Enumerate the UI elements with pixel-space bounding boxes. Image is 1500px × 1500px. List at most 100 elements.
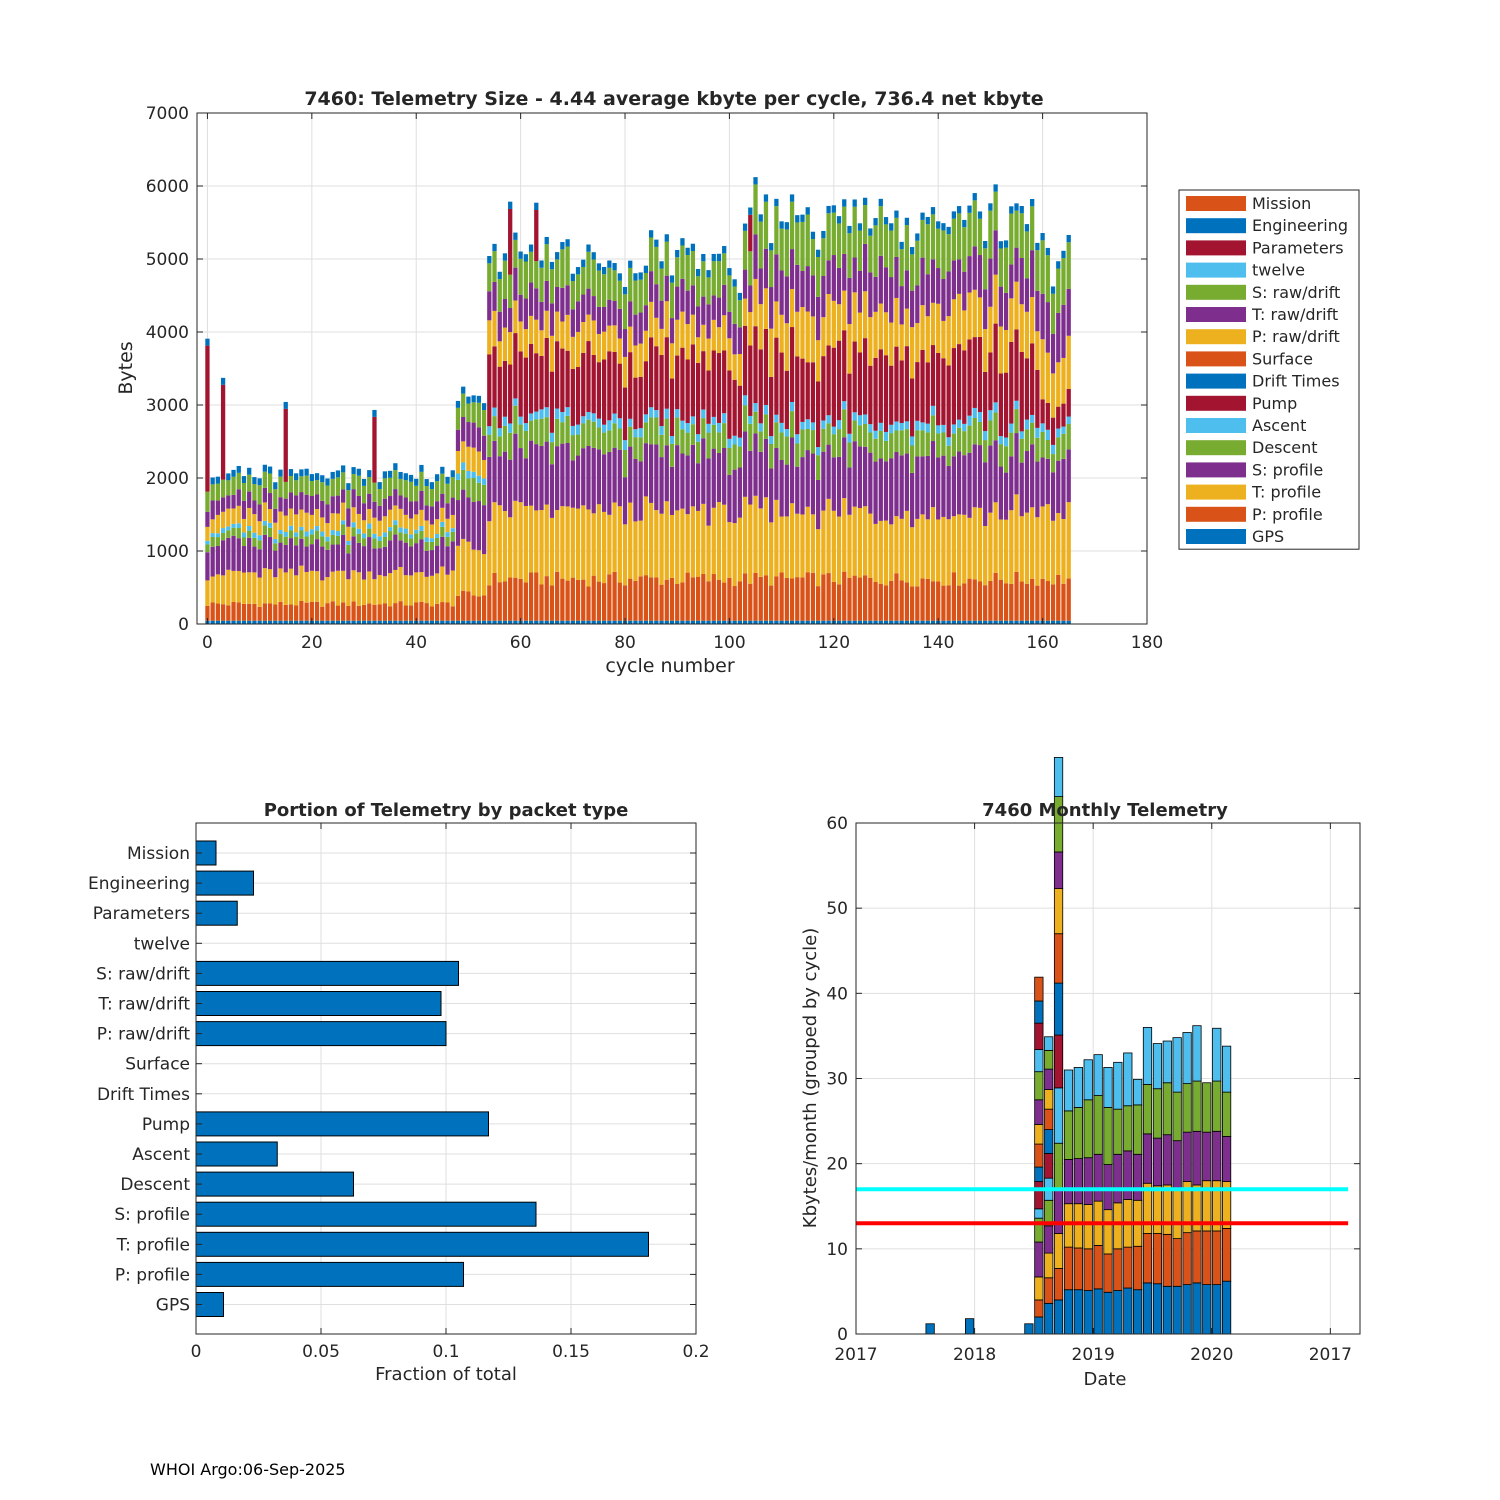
top-bar-segment (925, 274, 930, 317)
top-bar-segment (941, 320, 946, 359)
top-bar-segment (205, 580, 210, 606)
top-bar-segment (205, 544, 210, 553)
top-bar-segment (1035, 369, 1040, 428)
top-bar-segment (393, 520, 398, 526)
top-bar-segment (1024, 451, 1030, 513)
top-bar-segment (659, 426, 664, 435)
monthly-bar-segment (1221, 1227, 1232, 1282)
top-bar-segment (596, 362, 602, 419)
top-bar-segment (873, 357, 878, 431)
top-bar-segment (659, 261, 664, 269)
portion-chart-title: Portion of Telemetry by packet type (264, 800, 629, 821)
top-bar-segment (732, 279, 737, 287)
top-bar-segment (789, 578, 795, 621)
top-bar-segment (591, 354, 596, 414)
top-bar-segment (862, 575, 868, 621)
top-bar-segment (727, 311, 732, 339)
top-bar-segment (492, 310, 497, 347)
top-bar-segment (497, 311, 502, 342)
top-bar-segment (711, 319, 716, 351)
top-bar-segment (377, 548, 382, 576)
top-bar-segment (727, 370, 732, 439)
top-bar-segment (716, 327, 722, 354)
monthly-bar-segment (1093, 1245, 1103, 1290)
top-bar-segment (643, 414, 649, 423)
top-bar-segment (821, 574, 826, 621)
top-bar-segment (367, 620, 372, 624)
top-bar-segment (904, 308, 910, 347)
top-bar-segment (523, 329, 528, 358)
monthly-bar-segment (1103, 1253, 1113, 1293)
top-bar-segment (977, 445, 983, 508)
top-bar-segment (883, 431, 889, 441)
legend-label: Surface (1252, 349, 1313, 368)
top-bar-segment (988, 210, 993, 259)
top-bar-segment (607, 260, 612, 268)
top-bar-segment (205, 511, 210, 527)
top-bar-segment (904, 217, 910, 226)
top-bar-segment (878, 520, 883, 584)
top-bar-segment (659, 457, 664, 514)
top-bar-segment (1040, 240, 1045, 294)
top-bar-segment (356, 572, 361, 606)
top-bar-segment (998, 241, 1003, 249)
top-bar-segment (424, 620, 429, 624)
top-bar-segment (967, 292, 972, 340)
top-bar-segment (936, 457, 941, 520)
top-y-tick-label: 3000 (146, 396, 189, 416)
top-bar-segment (434, 620, 440, 624)
top-bar-segment (299, 620, 304, 624)
monthly-bar-segment (1162, 1082, 1172, 1136)
top-bar-segment (549, 585, 555, 621)
top-bar-segment (320, 517, 325, 532)
top-bar-segment (967, 339, 972, 416)
monthly-bar-segment (1024, 1323, 1034, 1335)
top-bar-segment (1003, 330, 1009, 373)
top-bar-segment (685, 324, 690, 360)
top-bar-segment (341, 620, 346, 624)
top-bar-segment (288, 469, 294, 476)
top-bar-segment (868, 432, 873, 453)
top-bar-segment (977, 581, 983, 621)
top-bar-segment (669, 343, 675, 379)
top-bar-segment (993, 184, 998, 192)
top-bar-segment (346, 508, 351, 527)
top-bar-segment (497, 436, 502, 457)
top-bar-segment (419, 539, 424, 573)
top-bar-segment (659, 434, 664, 458)
top-bar-segment (711, 261, 716, 296)
monthly-bar-segment (1192, 1230, 1202, 1284)
top-bar-segment (930, 259, 936, 303)
top-bar-segment (1030, 206, 1035, 251)
top-bar-segment (518, 251, 523, 259)
monthly-reference-lines (856, 1187, 1349, 1226)
top-bar-segment (309, 544, 314, 571)
top-bar-segment (915, 586, 920, 621)
monthly-bar-segment (1221, 1045, 1232, 1093)
top-bar-segment (492, 251, 497, 282)
top-bar-segment (513, 333, 518, 399)
top-bar-segment (570, 435, 575, 461)
top-bar-segment (325, 577, 330, 604)
top-bar-segment (513, 577, 518, 621)
top-bar-segment (983, 462, 988, 527)
top-bar-segment (205, 338, 210, 346)
top-bar-segment (602, 266, 607, 275)
top-bar-segment (398, 478, 403, 496)
top-bar-segment (920, 578, 925, 621)
top-bar-segment (769, 436, 774, 444)
top-bar-segment (205, 491, 210, 512)
top-bar-segment (774, 254, 779, 302)
top-bar-segment (695, 337, 701, 363)
top-bar-segment (1066, 388, 1071, 417)
top-bar-segment (883, 267, 889, 313)
top-bar-segment (695, 620, 701, 624)
top-bar-segment (638, 312, 643, 344)
top-bar-segment (528, 315, 534, 344)
top-bar-segment (393, 534, 398, 570)
monthly-bar-segment (1103, 1067, 1113, 1108)
top-bar-segment (821, 428, 826, 452)
top-bar-segment (471, 402, 476, 423)
top-bar-segment (226, 480, 231, 496)
